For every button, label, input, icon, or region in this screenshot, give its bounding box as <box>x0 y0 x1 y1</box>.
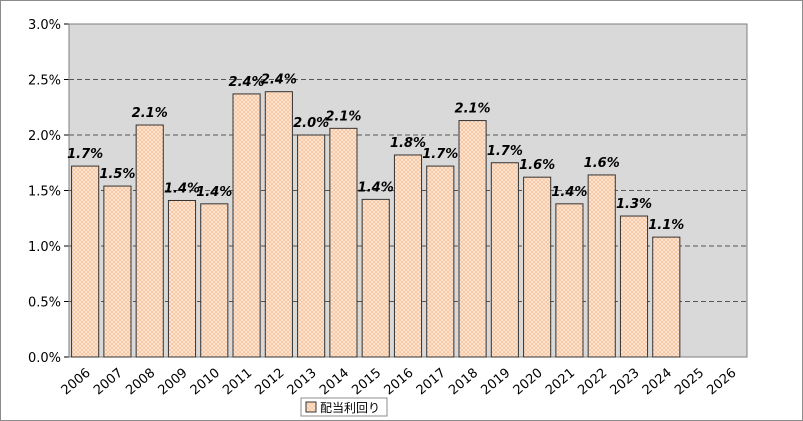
bar-2023 <box>619 215 649 358</box>
x-tick-label: 2012 <box>252 366 287 399</box>
x-tick-label: 2006 <box>59 366 94 399</box>
bar-2021 <box>555 203 584 358</box>
bar-2015 <box>361 198 390 358</box>
bar-2024 <box>652 236 681 358</box>
data-label-2014: 2.1% <box>325 109 361 124</box>
bar-2014 <box>329 127 358 358</box>
bar-2022 <box>587 174 616 358</box>
x-tick-label: 2011 <box>220 366 255 399</box>
bar-2010 <box>200 203 229 358</box>
data-label-2024: 1.1% <box>648 218 684 233</box>
bar-2013 <box>297 134 326 358</box>
data-label-2008: 2.1% <box>132 106 168 121</box>
x-tick-label: 2021 <box>543 366 578 399</box>
x-tick-label: 2013 <box>285 366 320 399</box>
x-tick-label: 2015 <box>349 366 384 399</box>
legend: 配当利回り <box>300 397 388 417</box>
x-tick-label: 2018 <box>446 366 481 399</box>
y-tick-label: 1.5% <box>28 185 61 200</box>
x-tick-label: 2017 <box>414 366 449 399</box>
y-tick-label: 0.0% <box>28 351 61 366</box>
x-tick-label: 2025 <box>672 366 707 399</box>
data-label-2020: 1.6% <box>519 158 555 173</box>
data-label-2007: 1.5% <box>99 167 135 182</box>
data-label-2013: 2.0% <box>293 116 329 131</box>
bar-2012 <box>264 91 293 358</box>
x-tick-label: 2023 <box>608 366 643 399</box>
data-label-2023: 1.3% <box>616 197 652 212</box>
data-label-2012: 2.4% <box>261 73 297 88</box>
x-tick-label: 2014 <box>317 366 352 399</box>
bar-2011 <box>232 93 261 358</box>
bar-2006 <box>71 165 100 358</box>
data-label-2019: 1.7% <box>487 144 523 159</box>
bar-2009 <box>167 199 197 358</box>
data-label-2021: 1.4% <box>551 185 587 200</box>
data-label-2016: 1.8% <box>390 136 426 151</box>
bar-2016 <box>393 154 423 358</box>
y-tick-label: 2.5% <box>28 74 61 89</box>
legend-swatch <box>305 401 317 413</box>
x-tick-label: 2022 <box>575 366 610 399</box>
x-tick-label: 2026 <box>704 366 739 399</box>
x-tick-label: 2008 <box>123 366 158 399</box>
bar-2018 <box>458 120 487 358</box>
legend-label: 配当利回り <box>320 401 380 415</box>
bar-2020 <box>523 176 552 358</box>
y-tick-label: 0.5% <box>28 296 61 311</box>
y-tick-label: 3.0% <box>28 18 61 33</box>
x-tick-label: 2009 <box>156 366 191 399</box>
data-label-2011: 2.4% <box>229 75 265 90</box>
bar-2017 <box>426 165 455 358</box>
x-tick-label: 2010 <box>188 366 223 399</box>
data-label-2006: 1.7% <box>67 147 103 162</box>
data-label-2015: 1.4% <box>358 180 394 195</box>
bar-2007 <box>103 185 132 358</box>
x-tick-label: 2024 <box>640 366 675 399</box>
y-tick-label: 1.0% <box>28 240 61 255</box>
data-label-2009: 1.4% <box>164 181 200 196</box>
x-tick-label: 2007 <box>91 366 126 399</box>
x-tick-label: 2020 <box>511 366 546 399</box>
bar-2019 <box>490 162 519 358</box>
bar-2008 <box>135 124 164 358</box>
x-tick-label: 2016 <box>382 366 417 399</box>
legend-box <box>300 397 388 417</box>
x-tick-label: 2019 <box>478 366 513 399</box>
data-label-2010: 1.4% <box>196 185 232 200</box>
data-label-2018: 2.1% <box>455 102 491 117</box>
y-tick-label: 2.0% <box>28 129 61 144</box>
data-label-2017: 1.7% <box>422 147 458 162</box>
data-label-2022: 1.6% <box>584 156 620 171</box>
